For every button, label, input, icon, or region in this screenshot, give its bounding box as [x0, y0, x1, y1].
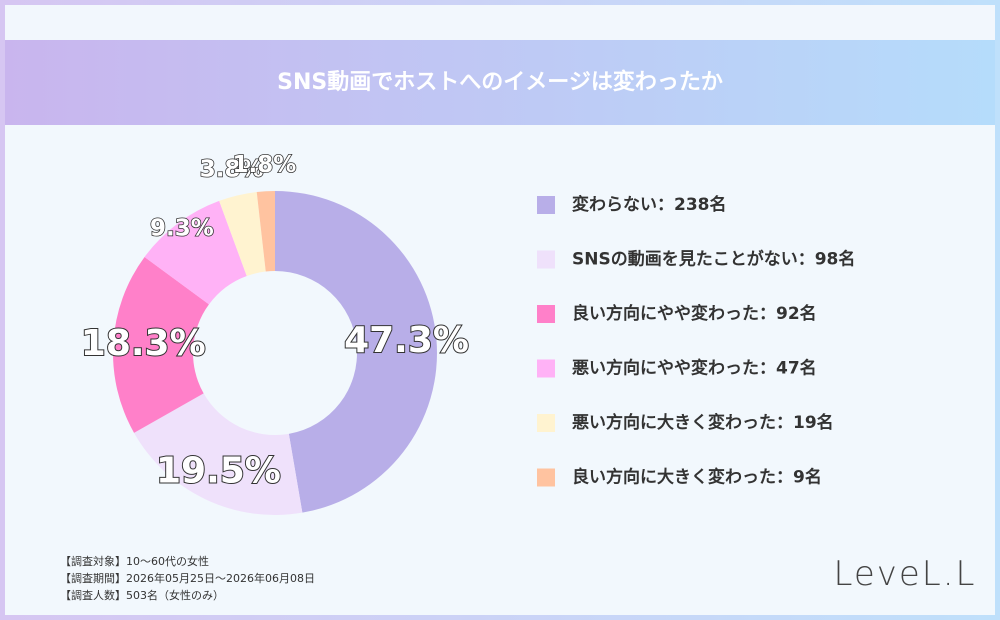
- donut-slice: [219, 192, 266, 277]
- legend-label: 良い方向にやや変わった：92名: [572, 303, 817, 324]
- note: 【調査人数】503名（女性のみ）: [60, 588, 224, 602]
- value-label: 18.3%: [81, 323, 206, 364]
- legend-swatch: [537, 468, 555, 487]
- donut-slice: [275, 190, 438, 513]
- legend-swatch: [537, 414, 555, 432]
- value-label: 1.8%: [232, 152, 296, 178]
- donut-slice: [112, 256, 209, 433]
- legend-label: 変わらない：238名: [572, 194, 727, 215]
- note: 【調査対象】10～60代の女性: [60, 554, 209, 568]
- legend-swatch: [537, 359, 555, 378]
- logo: LeveL.L: [834, 554, 977, 594]
- note: 【調査期間】2026年05月25日～2026年06月08日: [60, 571, 315, 585]
- chart-title: SNS動画でホストへのイメージは変わったか: [277, 69, 723, 95]
- legend-label: 悪い方向にやや変わった：47名: [572, 358, 817, 379]
- donut-slice: [134, 393, 303, 515]
- value-label: 3.8%: [200, 157, 264, 183]
- legend-swatch: [537, 196, 555, 214]
- legend-label: SNSの動画を見たことがない：98名: [572, 249, 855, 270]
- top-strip: [5, 5, 995, 40]
- value-label: 19.5%: [156, 450, 281, 491]
- value-label: 47.3%: [344, 320, 469, 361]
- legend-label: 悪い方向に大きく変わった：19名: [572, 412, 834, 433]
- legend-label: 良い方向に大きく変わった：9名: [572, 467, 822, 488]
- legend-swatch: [537, 250, 555, 269]
- value-label: 9.3%: [150, 216, 214, 242]
- donut-slice: [144, 200, 247, 305]
- donut-slice: [256, 191, 275, 272]
- legend-swatch: [537, 305, 555, 323]
- header: [5, 40, 995, 125]
